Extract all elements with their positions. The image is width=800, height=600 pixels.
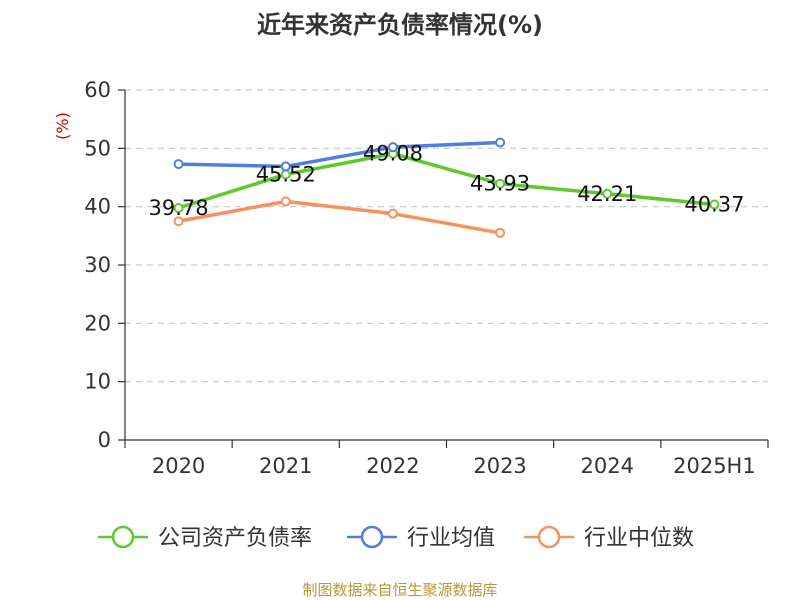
data-point xyxy=(709,199,720,210)
data-label: 45.52 xyxy=(256,162,316,186)
y-tick-label: 60 xyxy=(84,78,111,102)
data-point xyxy=(495,178,506,189)
data-point xyxy=(173,202,184,213)
legend-label: 行业均值 xyxy=(407,526,495,551)
legend-marker xyxy=(537,525,561,549)
data-label: 49.08 xyxy=(363,142,423,166)
x-tick-label: 2022 xyxy=(366,454,419,478)
data-point xyxy=(602,188,613,199)
legend-marker xyxy=(111,525,135,549)
x-tick-label: 2025H1 xyxy=(673,454,756,478)
x-tick-label: 2021 xyxy=(259,454,312,478)
data-point xyxy=(495,137,506,148)
data-label: 40.37 xyxy=(684,193,744,217)
y-tick-label: 30 xyxy=(84,253,111,277)
axes: 0 10 20 30 40 50 60 2020 2021 2022 2023 2024 2025H1 xyxy=(84,78,769,478)
x-tick-label: 2020 xyxy=(152,454,205,478)
grid xyxy=(125,89,768,383)
y-axis-label: (%) xyxy=(53,112,72,140)
data-point xyxy=(387,142,398,153)
data-point xyxy=(387,208,398,219)
data-point xyxy=(173,159,184,170)
data-label: 43.93 xyxy=(470,172,530,196)
data-point xyxy=(280,196,291,207)
y-tick-label: 20 xyxy=(84,311,111,335)
y-tick-label: 10 xyxy=(84,370,111,394)
data-point xyxy=(280,161,291,172)
data-labels: 39.78 45.52 49.08 43.93 42.21 40.37 xyxy=(149,142,745,220)
series-line-1 xyxy=(178,140,501,169)
x-tick-label: 2024 xyxy=(581,454,634,478)
y-tick-label: 0 xyxy=(98,428,111,452)
data-point xyxy=(173,216,184,227)
chart-title: 近年来资产负债率情况(%) xyxy=(257,11,543,39)
series-line-2 xyxy=(178,199,501,235)
legend: 公司资产负债率 行业均值 行业中位数 xyxy=(98,525,694,551)
y-tick-label: 50 xyxy=(84,136,111,160)
data-point xyxy=(495,227,506,238)
legend-marker xyxy=(360,525,384,549)
y-tick-label: 40 xyxy=(84,195,111,219)
legend-label: 公司资产负债率 xyxy=(158,526,312,551)
series-group xyxy=(173,137,720,238)
data-label: 42.21 xyxy=(577,182,637,206)
x-tick-label: 2023 xyxy=(473,454,526,478)
legend-label: 行业中位数 xyxy=(584,526,694,551)
source-note: 制图数据来自恒生聚源数据库 xyxy=(302,581,497,599)
series-line-0 xyxy=(178,151,715,210)
data-label: 39.78 xyxy=(149,196,209,220)
